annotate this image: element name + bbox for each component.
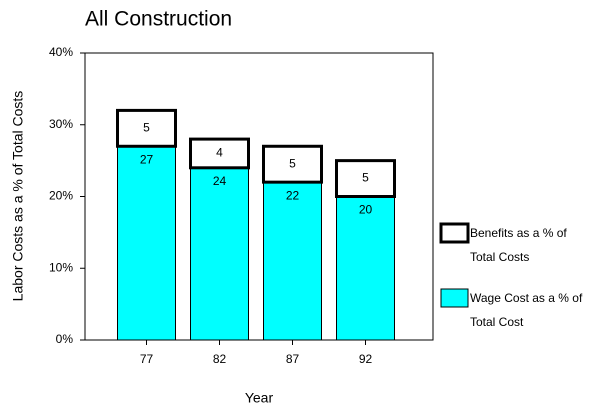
bar-segment [335, 159, 396, 198]
bar-segment [190, 167, 249, 341]
data-label: 5 [289, 156, 296, 170]
x-tick-label: 82 [213, 352, 227, 366]
data-label: 24 [213, 174, 227, 188]
data-label: 5 [362, 171, 369, 185]
bar-segment [116, 108, 177, 148]
legend-label: Wage Cost as a % of Total Cost [470, 291, 583, 329]
bar-segment [262, 144, 323, 184]
legend-swatch [439, 222, 470, 244]
y-tick-label: 40% [49, 45, 73, 59]
bar-segment [117, 145, 176, 341]
bar-segment [263, 181, 322, 341]
bar-segment [336, 196, 395, 341]
x-axis-title: Year [245, 390, 274, 406]
data-label: 27 [140, 152, 154, 166]
x-tick-label: 87 [286, 352, 300, 366]
data-label: 4 [216, 146, 223, 160]
y-tick-label: 30% [49, 117, 73, 131]
y-tick-label: 20% [49, 189, 73, 203]
bar-segment [189, 137, 250, 170]
chart-title: All Construction [85, 8, 232, 31]
y-axis-title: Labor Costs as a % of Total Costs [10, 91, 26, 302]
legend-label: Benefits as a % of Total Costs [470, 226, 567, 264]
data-label: 5 [143, 121, 150, 135]
x-tick-label: 92 [359, 352, 373, 366]
data-label: 20 [359, 203, 373, 217]
data-label: 22 [286, 188, 300, 202]
y-tick-label: 10% [49, 260, 73, 274]
x-tick-label: 77 [140, 352, 154, 366]
y-tick-label: 0% [56, 332, 74, 346]
legend-swatch [440, 288, 469, 308]
